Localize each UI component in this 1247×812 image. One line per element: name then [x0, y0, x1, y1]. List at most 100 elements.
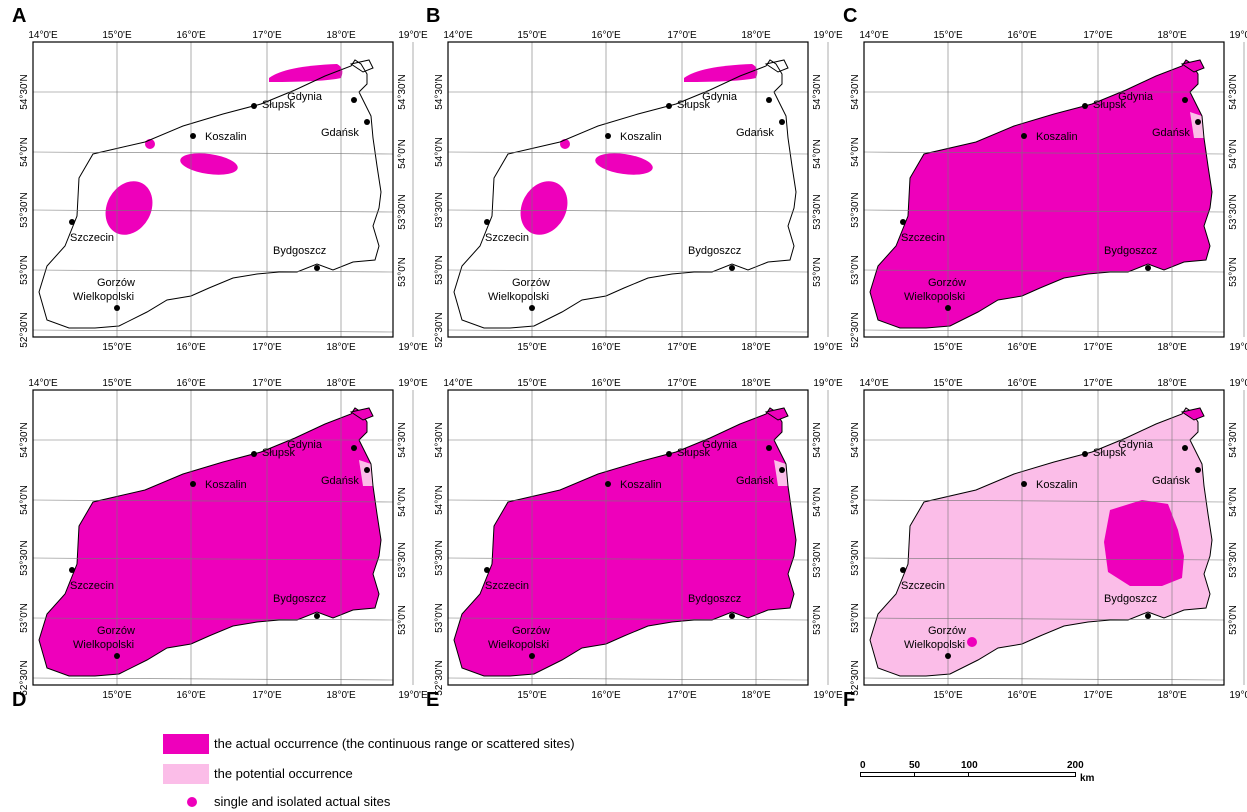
city-label: Bydgoszcz — [1104, 245, 1157, 257]
map-panel-d: 14°0'E 15°0'E 16°0'E 17°0'E 18°0'E 19°0'E 15°0… — [19, 378, 428, 701]
hel-peninsula — [1180, 407, 1205, 421]
lat-tick-label: 53°0'N — [850, 255, 861, 285]
lon-tick-label: 17°0'E — [667, 342, 697, 353]
city-dot — [190, 133, 196, 139]
lon-tick-label: 16°0'E — [1007, 30, 1037, 41]
city-dot — [69, 219, 75, 225]
city-label: Gdańsk — [736, 475, 774, 487]
lat-tick-label: 53°30'N — [1228, 542, 1239, 577]
map-panel-b: 14°0'E 15°0'E 16°0'E 17°0'E 18°0'E 19°0'E 15°0… — [434, 30, 843, 353]
lon-tick-label: 18°0'E — [741, 342, 771, 353]
map-panel-f: 14°0'E 15°0'E 16°0'E 17°0'E 18°0'E 19°0'E 15°0… — [850, 378, 1247, 701]
lat-tick-label: 54°30'N — [1228, 422, 1239, 457]
city-dot — [1182, 97, 1188, 103]
single-site — [145, 139, 155, 149]
lon-tick-label: 18°0'E — [741, 378, 771, 389]
panel-letter-c: C — [843, 5, 857, 27]
hel-peninsula — [764, 59, 789, 73]
lon-tick-label: 16°0'E — [591, 690, 621, 701]
lat-tick-label: 54°0'N — [850, 137, 861, 167]
lat-gridline — [32, 557, 394, 561]
city-dot — [729, 265, 735, 271]
lon-tick-label: 16°0'E — [591, 30, 621, 41]
city-dot — [114, 305, 120, 311]
city-label: Szczecin — [901, 232, 945, 244]
lon-tick-label: 17°0'E — [1083, 378, 1113, 389]
lat-tick-label: 54°30'N — [19, 422, 30, 457]
lat-tick-label: 52°30'N — [850, 660, 861, 695]
scale-segment-1 — [860, 772, 915, 777]
lat-tick-label: 54°30'N — [397, 74, 408, 109]
lat-tick-label: 54°30'N — [397, 422, 408, 457]
map-frame — [863, 389, 1225, 686]
city-dot — [364, 119, 370, 125]
map-frame — [32, 389, 394, 686]
city-dot — [251, 103, 257, 109]
single-site — [967, 637, 977, 647]
lon-tick-label: 14°0'E — [859, 378, 889, 389]
lon-tick-label: 19°0'E — [1229, 342, 1247, 353]
lat-tick-label: 53°0'N — [397, 257, 408, 287]
legend-single-label: single and isolated actual sites — [214, 794, 391, 809]
city-dot — [1182, 445, 1188, 451]
lon-tick-label: 16°0'E — [1007, 378, 1037, 389]
lat-tick-label: 54°30'N — [19, 74, 30, 109]
lat-gridline — [447, 677, 809, 681]
city-dot — [1082, 451, 1088, 457]
city-label: Wielkopolski — [488, 639, 549, 651]
lon-tick-label: 19°0'E — [398, 690, 428, 701]
legend-actual-label: the actual occurrence (the continuous ra… — [214, 736, 575, 751]
map-panel-c: 14°0'E 15°0'E 16°0'E 17°0'E 18°0'E 19°0'E 15°0… — [850, 30, 1247, 353]
city-dot — [605, 481, 611, 487]
lat-tick-label: 54°0'N — [1228, 487, 1239, 517]
scale-label-0: 0 — [860, 760, 866, 771]
lat-gridline — [32, 329, 394, 333]
lon-tick-label: 17°0'E — [252, 690, 282, 701]
city-dot — [1145, 613, 1151, 619]
actual-range-center — [1104, 500, 1184, 586]
city-label: Gdańsk — [321, 475, 359, 487]
legend-potential-label: the potential occurrence — [214, 766, 353, 781]
city-dot — [945, 305, 951, 311]
actual-range-center — [595, 153, 653, 175]
city-dot — [484, 567, 490, 573]
scale-bar: 0 50 100 200 km — [860, 760, 1094, 790]
lon-tick-label: 15°0'E — [102, 378, 132, 389]
lon-tick-label: 17°0'E — [252, 378, 282, 389]
lon-tick-label: 18°0'E — [1157, 690, 1187, 701]
lat-tick-label: 54°0'N — [850, 485, 861, 515]
city-dot — [1195, 467, 1201, 473]
lon-tick-label: 15°0'E — [933, 30, 963, 41]
lon-tick-label: 15°0'E — [102, 690, 132, 701]
city-label: Gdynia — [1118, 439, 1154, 451]
city-label: Gdańsk — [1152, 475, 1190, 487]
lat-gridline — [447, 617, 809, 621]
lat-gridline — [447, 499, 809, 503]
city-label: Słupsk — [677, 447, 711, 459]
lon-tick-label: 16°0'E — [1007, 342, 1037, 353]
lat-tick-label: 54°0'N — [1228, 139, 1239, 169]
lat-tick-label: 53°30'N — [397, 194, 408, 229]
city-label: Gorzów — [97, 277, 135, 289]
city-label: Gdynia — [1118, 91, 1154, 103]
city-label: Koszalin — [205, 479, 247, 491]
city-dot — [1082, 103, 1088, 109]
city-dot — [364, 467, 370, 473]
lat-tick-label: 54°30'N — [434, 422, 445, 457]
city-label: Gorzów — [97, 625, 135, 637]
lat-tick-label: 53°30'N — [397, 542, 408, 577]
lat-tick-label: 53°0'N — [19, 255, 30, 285]
actual-range — [39, 408, 381, 676]
lon-tick-label: 19°0'E — [813, 30, 843, 41]
lon-tick-label: 17°0'E — [667, 378, 697, 389]
city-label: Szczecin — [70, 232, 114, 244]
scale-segment-2 — [914, 772, 969, 777]
lon-tick-label: 17°0'E — [667, 30, 697, 41]
lat-gridline — [32, 617, 394, 621]
lon-tick-label: 18°0'E — [326, 30, 356, 41]
lat-tick-label: 53°0'N — [812, 605, 823, 635]
city-label: Gdynia — [702, 439, 738, 451]
lon-tick-label: 15°0'E — [517, 342, 547, 353]
city-label: Gdańsk — [1152, 127, 1190, 139]
lat-tick-label: 54°0'N — [19, 137, 30, 167]
